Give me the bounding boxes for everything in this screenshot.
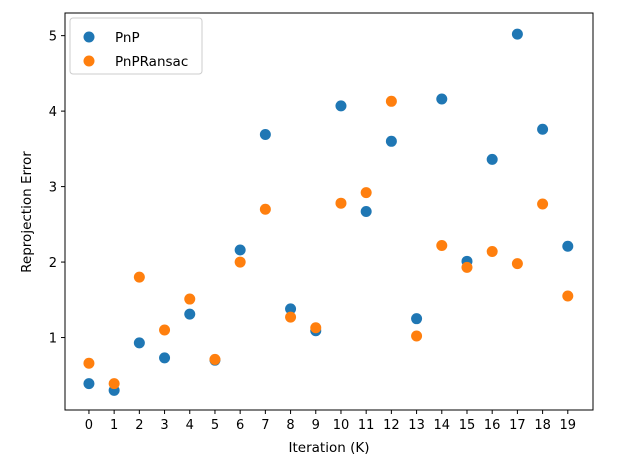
y-axis-ticks: 1 2 3 4 5 [49,30,65,347]
point-pnp [335,100,347,112]
x-tick-label: 4 [186,418,194,433]
x-tick-label: 14 [434,418,451,433]
x-tick-label: 18 [534,418,551,433]
point-pnpransac [285,311,297,323]
x-tick-label: 7 [261,418,269,433]
point-pnpransac [385,95,397,107]
x-tick-label: 13 [408,418,425,433]
point-pnpransac [461,261,473,273]
point-pnp [184,308,196,320]
series-pnp [83,28,574,396]
y-tick-label: 3 [49,181,57,196]
x-tick-label: 15 [459,418,476,433]
point-pnp [411,313,423,325]
point-pnp [159,352,171,364]
point-pnp [511,28,523,40]
x-tick-label: 1 [110,418,118,433]
point-pnpransac [436,239,448,251]
point-pnpransac [335,197,347,209]
point-pnpransac [209,353,221,365]
point-pnp [436,93,448,105]
point-pnpransac [234,256,246,268]
x-tick-label: 12 [383,418,400,433]
y-tick-label: 2 [49,256,57,271]
legend-box [69,17,203,75]
point-pnpransac [562,290,574,302]
y-tick-label: 4 [49,105,57,120]
point-pnpransac [83,357,95,369]
point-pnpransac [159,324,171,336]
point-pnp [285,303,297,315]
plot-area-frame [64,12,594,411]
x-tick-label: 19 [560,418,577,433]
legend-marker-pnpransac [83,55,95,67]
point-pnpransac [184,293,196,305]
point-pnpransac [411,330,423,342]
y-tick-label: 1 [49,332,57,347]
x-tick-label: 17 [509,418,526,433]
x-tick-label: 11 [358,418,375,433]
legend-label-pnp: PnP [115,30,140,46]
x-axis-ticks: 0 1 2 3 4 5 6 7 8 9 10 11 12 13 14 15 16 17 18 19 [85,410,576,433]
y-tick-label: 5 [49,30,57,45]
y-axis-label: Reprojection Error [19,151,35,273]
point-pnp [486,153,498,165]
x-tick-label: 16 [484,418,501,433]
point-pnp [562,240,574,252]
x-tick-label: 3 [160,418,168,433]
legend-marker-pnp [83,31,95,43]
point-pnp [385,135,397,147]
x-tick-label: 0 [85,418,93,433]
point-pnp [360,206,372,217]
point-pnpransac [360,187,372,199]
point-pnpransac [108,378,120,390]
x-axis-label: Iteration (K) [289,440,370,456]
point-pnpransac [486,246,498,258]
data-points [83,28,574,396]
point-pnpransac [537,198,549,210]
point-pnp [234,244,246,256]
x-tick-label: 5 [211,418,219,433]
point-pnpransac [310,322,322,334]
point-pnpransac [259,203,271,215]
x-tick-label: 8 [286,418,294,433]
legend-label-pnpransac: PnPRansac [115,54,188,70]
x-tick-label: 10 [333,418,350,433]
x-tick-label: 6 [236,418,244,433]
point-pnpransac [511,258,523,270]
x-tick-label: 2 [135,418,143,433]
point-pnp [259,129,271,141]
point-pnp [133,337,145,349]
point-pnp [83,378,95,390]
x-tick-label: 9 [312,418,320,433]
legend: PnP PnPRansac [69,17,203,75]
point-pnpransac [133,271,145,283]
point-pnp [537,123,549,135]
series-pnpransac [83,95,574,390]
